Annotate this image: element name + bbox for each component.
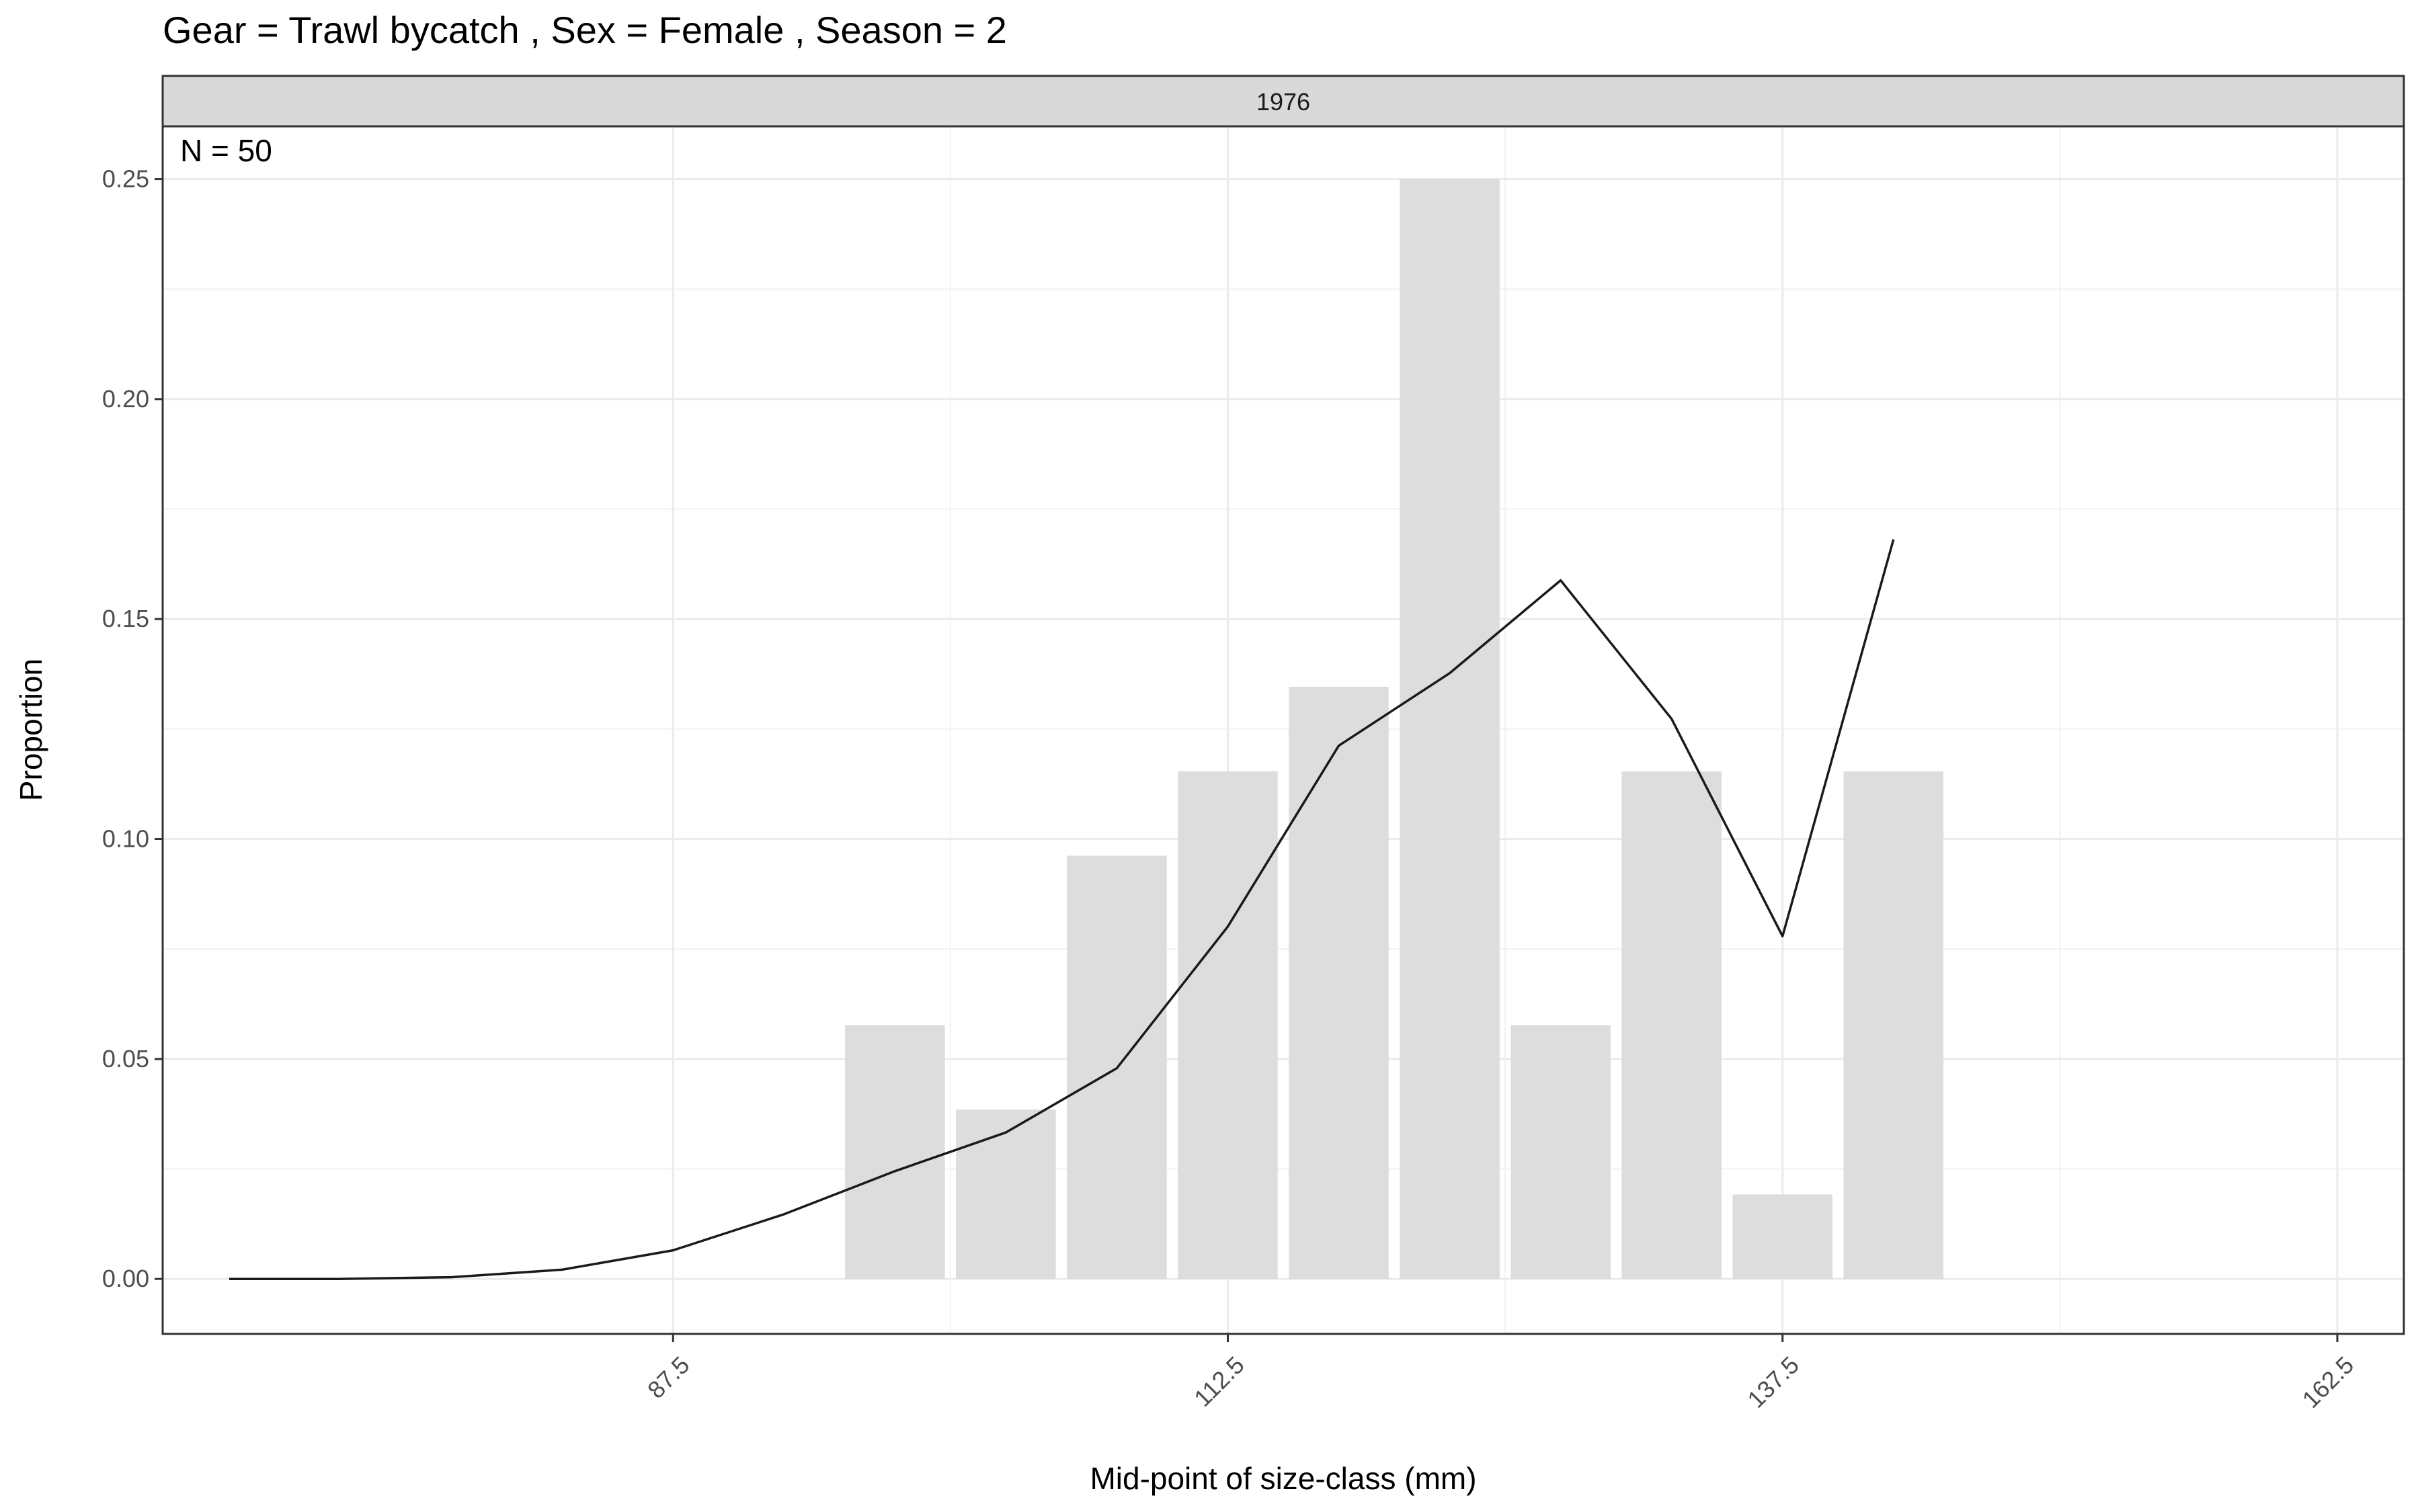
y-tick-label: 0.20 [102, 385, 149, 413]
line-path [229, 539, 1895, 1280]
facet-strip-label: 1976 [1256, 88, 1310, 116]
x-axis: 87.5 112.5 137.5 162.5 [642, 1334, 2359, 1413]
y-tick-label: 0.15 [102, 605, 149, 632]
bar [845, 1025, 945, 1279]
x-tick-label: 162.5 [2297, 1351, 2360, 1413]
bar-series [845, 179, 1944, 1279]
bar [956, 1109, 1056, 1279]
y-axis: 0.00 0.05 0.10 0.15 0.20 0.25 [102, 165, 163, 1292]
x-tick-label: 137.5 [1742, 1351, 1804, 1413]
panel-border [161, 125, 2405, 1335]
x-axis-title: Mid-point of size-class (mm) [1090, 1461, 1476, 1496]
y-tick-label: 0.25 [102, 165, 149, 193]
bar [1621, 771, 1722, 1279]
y-tick-label: 0.00 [102, 1265, 149, 1292]
facet-strip-background [161, 75, 2405, 128]
bar [1178, 771, 1278, 1279]
facet-strip: 1976 [161, 75, 2405, 128]
y-tick-label: 0.05 [102, 1045, 149, 1073]
bar [1510, 1025, 1611, 1279]
y-tick-label: 0.10 [102, 825, 149, 853]
y-axis-title: Proportion [13, 659, 48, 801]
chart-title: Gear = Trawl bycatch , Sex = Female , Se… [163, 9, 1007, 51]
bar [1400, 179, 1500, 1279]
grid [163, 126, 2404, 1334]
bar [1843, 771, 1944, 1279]
panel-background [163, 126, 2404, 1334]
bar [1289, 687, 1389, 1279]
x-tick-label: 87.5 [642, 1351, 695, 1404]
bar [1732, 1194, 1832, 1279]
sample-size-annotation: N = 50 [180, 133, 272, 168]
x-tick-label: 112.5 [1188, 1351, 1250, 1412]
line-series [229, 539, 1895, 1280]
